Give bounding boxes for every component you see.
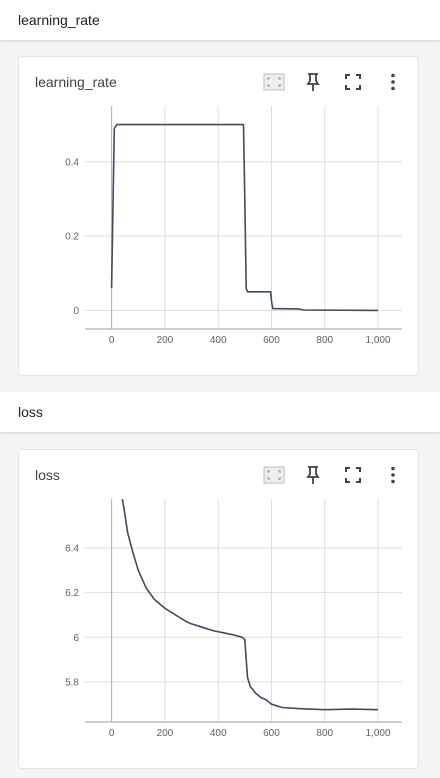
chart-card-loss: loss 5.8 6 6.2 6.4 0 200 400 600 800 1,000	[18, 449, 419, 769]
x-tick-label: 400	[210, 335, 227, 346]
plot-area: 0 0.2 0.4 0 200 400 600 800 1,000	[65, 106, 402, 346]
section-header-learning-rate: learning_rate	[0, 0, 440, 41]
plot-area: 5.8 6 6.2 6.4 0 200 400 600 800 1,000	[65, 499, 402, 739]
chart-card-learning-rate: learning_rate 0 0.2 0.4 0 200 400 600 800 1,000	[18, 56, 419, 376]
card-title: loss	[35, 467, 60, 483]
series-line	[121, 499, 379, 711]
more-vert-icon[interactable]	[380, 462, 406, 488]
fullscreen-icon[interactable]	[340, 462, 366, 488]
pin-icon[interactable]	[300, 462, 326, 488]
fit-domain-icon[interactable]	[261, 69, 287, 95]
fullscreen-icon[interactable]	[340, 69, 366, 95]
section-title: loss	[18, 404, 43, 420]
x-tick-label: 200	[157, 335, 174, 346]
loss-chart[interactable]: 5.8 6 6.2 6.4 0 200 400 600 800 1,000	[19, 450, 418, 768]
more-vert-icon[interactable]	[380, 69, 406, 95]
y-tick-label: 6.2	[65, 588, 79, 599]
y-tick-label: 5.8	[65, 677, 79, 688]
y-tick-label: 0	[73, 306, 79, 317]
card-title: learning_rate	[35, 74, 117, 90]
y-tick-label: 0.2	[65, 232, 79, 243]
x-tick-label: 0	[109, 335, 115, 346]
x-tick-label: 800	[316, 728, 333, 739]
x-tick-label: 200	[157, 728, 174, 739]
learning-rate-chart[interactable]: 0 0.2 0.4 0 200 400 600 800 1,000	[19, 57, 418, 375]
fit-domain-icon[interactable]	[261, 462, 287, 488]
x-tick-label: 600	[263, 335, 280, 346]
x-tick-label: 0	[109, 728, 115, 739]
y-tick-label: 6	[73, 633, 79, 644]
pin-icon[interactable]	[300, 69, 326, 95]
x-tick-label: 800	[316, 335, 333, 346]
series-line	[110, 123, 379, 312]
section-header-loss: loss	[0, 392, 440, 433]
x-tick-label: 1,000	[366, 728, 391, 739]
y-tick-label: 6.4	[65, 544, 79, 555]
section-title: learning_rate	[18, 12, 100, 28]
x-tick-label: 600	[263, 728, 280, 739]
x-tick-label: 400	[210, 728, 227, 739]
y-tick-label: 0.4	[65, 157, 79, 168]
x-tick-label: 1,000	[366, 335, 391, 346]
